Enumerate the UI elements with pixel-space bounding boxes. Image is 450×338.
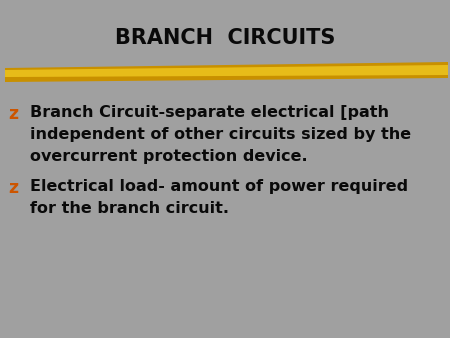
Polygon shape <box>5 62 448 82</box>
Text: for the branch circuit.: for the branch circuit. <box>30 201 229 216</box>
Text: z: z <box>8 105 18 123</box>
Text: Branch Circuit-separate electrical [path: Branch Circuit-separate electrical [path <box>30 105 389 120</box>
Text: BRANCH  CIRCUITS: BRANCH CIRCUITS <box>115 28 335 48</box>
Text: z: z <box>8 179 18 197</box>
Text: Electrical load- amount of power required: Electrical load- amount of power require… <box>30 179 408 194</box>
Polygon shape <box>5 65 448 77</box>
Text: independent of other circuits sized by the: independent of other circuits sized by t… <box>30 127 411 142</box>
Text: overcurrent protection device.: overcurrent protection device. <box>30 149 308 164</box>
